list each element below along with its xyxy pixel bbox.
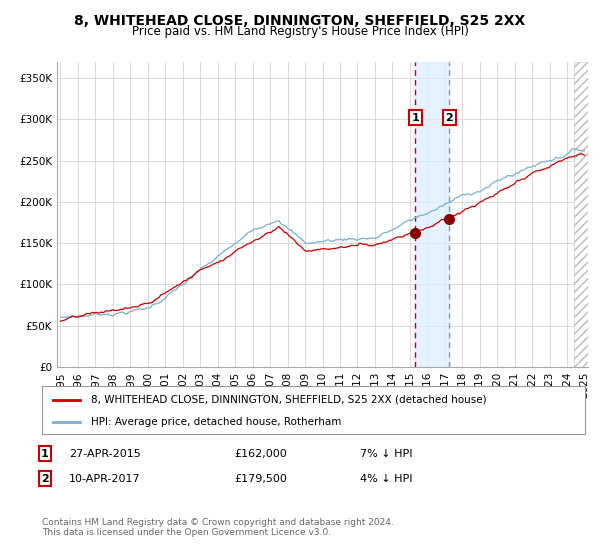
Text: 1: 1 — [412, 113, 419, 123]
Text: £162,000: £162,000 — [234, 449, 287, 459]
Text: 2: 2 — [446, 113, 454, 123]
Text: 8, WHITEHEAD CLOSE, DINNINGTON, SHEFFIELD, S25 2XX: 8, WHITEHEAD CLOSE, DINNINGTON, SHEFFIEL… — [74, 14, 526, 28]
Text: 7% ↓ HPI: 7% ↓ HPI — [360, 449, 413, 459]
Text: 2: 2 — [41, 474, 49, 484]
Text: 1: 1 — [41, 449, 49, 459]
Text: 4% ↓ HPI: 4% ↓ HPI — [360, 474, 413, 484]
Text: HPI: Average price, detached house, Rotherham: HPI: Average price, detached house, Roth… — [91, 417, 341, 427]
Bar — [415, 62, 449, 367]
Text: 8, WHITEHEAD CLOSE, DINNINGTON, SHEFFIELD, S25 2XX (detached house): 8, WHITEHEAD CLOSE, DINNINGTON, SHEFFIEL… — [91, 395, 487, 405]
Bar — [574, 62, 600, 367]
Text: 27-APR-2015: 27-APR-2015 — [69, 449, 141, 459]
Text: Contains HM Land Registry data © Crown copyright and database right 2024.
This d: Contains HM Land Registry data © Crown c… — [42, 518, 394, 538]
Text: 10-APR-2017: 10-APR-2017 — [69, 474, 140, 484]
Text: £179,500: £179,500 — [234, 474, 287, 484]
Text: Price paid vs. HM Land Registry's House Price Index (HPI): Price paid vs. HM Land Registry's House … — [131, 25, 469, 38]
